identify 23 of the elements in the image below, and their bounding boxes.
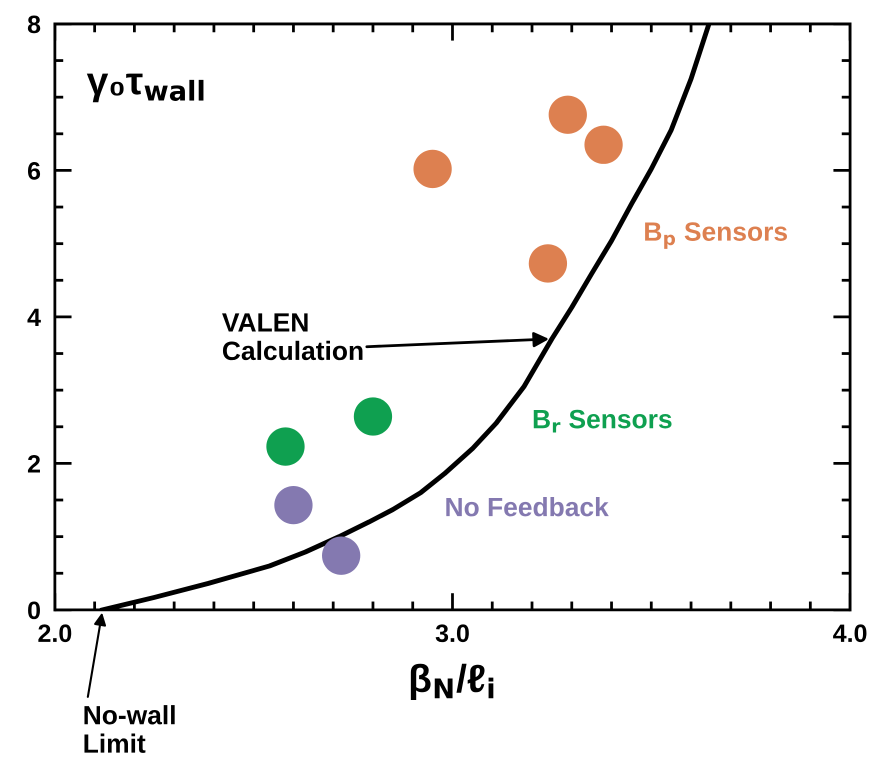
y-tick-label: 0 [28,601,40,620]
y-tick-label: 4 [27,308,41,326]
x-tick-label: 3.0 [436,624,469,642]
x-tick-label: 4.0 [833,624,866,642]
point [354,397,392,436]
y-axis-title: γ₀τ$_{wall}$ [86,74,204,102]
point [266,427,305,466]
y-tick-label: 2 [28,454,40,472]
point [274,486,313,524]
x-axis-title: β$_{N}$/ℓ$_{i}$ [410,664,494,700]
y-tick-label: 6 [28,162,40,180]
annotation: VALEN Calculation [222,313,362,360]
point [584,126,623,164]
point [548,96,587,134]
text: B$_{r}$ Sensors [534,410,672,433]
point [528,244,568,283]
text: No-wall Limit [84,705,175,753]
y-tick-label: 8 [28,16,40,34]
point [413,150,452,188]
text: No Feedback [446,497,609,516]
x-tick-label: 2.0 [38,624,72,642]
text: B$_{p}$ Sensors [645,222,787,249]
point [322,536,360,575]
